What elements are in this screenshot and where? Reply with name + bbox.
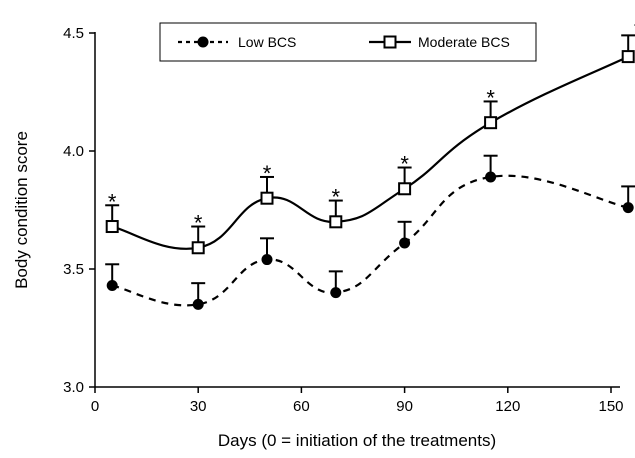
low-bcs-point [106,280,118,292]
y-axis-label: Body condition score [12,131,31,289]
moderate-bcs-line [111,55,629,250]
x-tick-label: 0 [91,398,99,415]
legend: Low BCS Moderate BCS [159,22,537,62]
y-tick-label: 4.5 [63,25,84,42]
low-bcs-point [192,298,204,310]
legend-moderate-marker [383,35,397,49]
x-axis-label: Days (0 = initiation of the treatments) [218,431,496,450]
low-bcs-point [485,171,497,183]
error-bars [105,34,635,305]
axes [94,32,620,388]
series-lines [111,55,629,307]
y-tick-label: 3.0 [63,379,84,396]
moderate-bcs-point [105,220,119,234]
x-tick-label: 90 [396,398,413,415]
moderate-bcs-point [191,241,205,255]
significance-star: * [486,85,495,110]
significance-star: * [263,161,272,186]
legend-moderate-label: Moderate BCS [418,34,510,50]
ticks: 0 30 60 90 120 150 3.0 3.5 4.0 4.5 [63,25,623,415]
significance-star: * [332,185,341,210]
low-bcs-line [111,174,629,307]
significance-annotations: * * * * * * * [108,17,635,235]
x-tick-label: 60 [293,398,310,415]
low-bcs-point [330,287,342,299]
low-bcs-point [261,254,273,266]
low-bcs-point [622,202,634,214]
significance-star: * [108,189,117,214]
moderate-bcs-point [329,215,343,229]
legend-low-marker [197,36,209,48]
low-bcs-point [399,237,411,249]
y-tick-label: 4.0 [63,143,84,160]
significance-star: * [400,152,409,177]
legend-box [159,22,537,62]
moderate-bcs-point [484,116,498,130]
x-tick-label: 150 [598,398,623,415]
significance-star: * [194,211,203,236]
moderate-bcs-point [398,182,412,196]
significance-star: * [634,17,635,42]
x-tick-label: 120 [495,398,520,415]
x-tick-label: 30 [190,398,207,415]
series-markers [105,50,635,310]
legend-low-label: Low BCS [238,34,296,50]
moderate-bcs-point [621,50,635,64]
moderate-bcs-point [260,191,274,205]
y-tick-label: 3.5 [63,261,84,278]
